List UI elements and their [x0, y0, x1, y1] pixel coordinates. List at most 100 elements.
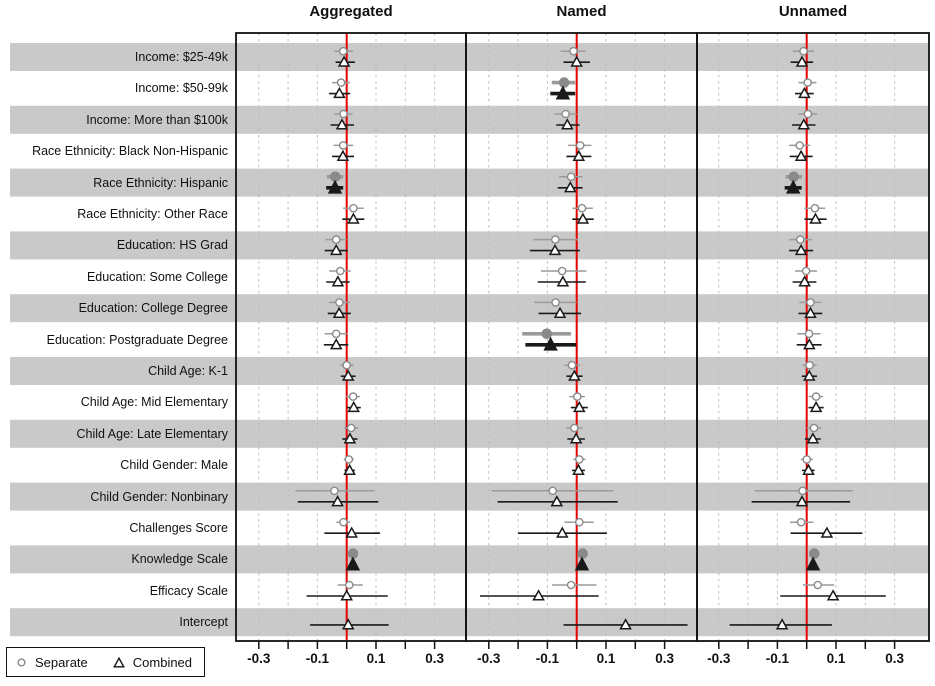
est-combined — [574, 556, 590, 571]
x-tick-label: -0.3 — [707, 651, 731, 666]
row-label: Race Ethnicity: Black Non-Hispanic — [32, 144, 228, 159]
est-separate — [522, 328, 572, 340]
est-separate — [336, 517, 351, 527]
est-separate — [332, 78, 351, 87]
row-band — [10, 43, 929, 71]
est-combined — [525, 336, 577, 351]
est-combined — [804, 432, 821, 444]
est-combined — [572, 463, 585, 475]
row-label: Child Age: K-1 — [148, 364, 228, 378]
x-tick-label: 0.3 — [885, 651, 904, 666]
row-band — [10, 482, 929, 511]
est-combined — [342, 212, 365, 224]
est-separate — [534, 298, 577, 307]
row-label: Child Gender: Nonbinary — [90, 489, 228, 504]
est-separate — [800, 455, 813, 464]
separate-circle-icon — [17, 657, 26, 667]
est-separate — [785, 171, 802, 183]
x-tick-label: 0.3 — [425, 651, 444, 666]
row-label: Challenges Score — [129, 521, 228, 535]
est-combined — [310, 618, 389, 630]
est-combined — [537, 275, 586, 287]
est-separate — [577, 548, 588, 559]
est-separate — [795, 266, 817, 276]
est-separate — [789, 235, 812, 244]
est-combined — [326, 275, 350, 287]
est-separate — [491, 486, 614, 496]
est-combined — [567, 432, 585, 444]
est-combined — [538, 306, 582, 318]
est-combined — [804, 212, 827, 224]
est-combined — [780, 589, 886, 601]
est-separate — [790, 517, 814, 527]
row-label: Intercept — [179, 615, 228, 630]
est-combined — [798, 306, 823, 318]
est-combined — [326, 179, 344, 194]
est-separate — [802, 580, 835, 590]
est-separate — [566, 423, 583, 433]
est-combined — [330, 118, 354, 130]
est-separate — [329, 266, 351, 276]
row-band — [10, 419, 929, 448]
est-separate — [343, 455, 354, 464]
est-combined — [729, 618, 832, 630]
x-tick-label: 0.1 — [366, 651, 386, 666]
panel-title-aggregated: Aggregated — [309, 3, 393, 20]
est-separate — [337, 580, 363, 590]
x-tick-label: -0.1 — [765, 651, 790, 666]
est-combined — [327, 306, 351, 318]
est-combined — [796, 338, 822, 350]
est-combined — [570, 400, 588, 413]
est-combined — [345, 556, 361, 571]
est-combined — [297, 495, 379, 507]
row-label: Efficacy Scale — [149, 583, 228, 598]
x-tick-label: -0.3 — [477, 651, 501, 666]
est-separate — [343, 423, 359, 433]
est-combined — [563, 55, 590, 67]
row-label: Knowledge Scale — [131, 552, 228, 567]
est-combined — [789, 243, 814, 256]
est-separate — [334, 46, 354, 56]
panel-border — [696, 32, 930, 642]
est-separate — [806, 423, 822, 433]
est-combined — [805, 556, 821, 571]
est-combined — [346, 400, 361, 413]
est-separate — [809, 548, 820, 559]
row-label: Income: $25-49k — [134, 50, 228, 64]
est-combined — [784, 179, 802, 194]
est-combined — [329, 86, 351, 99]
row-band — [10, 168, 929, 197]
est-combined — [497, 495, 618, 507]
est-combined — [802, 463, 815, 475]
row-label: Education: Postgraduate Degree — [46, 332, 228, 347]
est-separate — [554, 109, 577, 119]
row-label: Child Age: Late Elementary — [76, 426, 228, 441]
est-separate — [560, 46, 586, 56]
est-combined — [801, 369, 817, 381]
est-separate — [799, 298, 822, 307]
est-separate — [295, 486, 375, 496]
est-separate — [802, 360, 817, 370]
row-label: Education: Some College — [86, 269, 228, 284]
legend: Separate Combined — [6, 647, 206, 677]
est-separate — [567, 141, 592, 150]
est-separate — [533, 235, 579, 244]
row-label: Education: College Degree — [78, 301, 228, 316]
est-separate — [797, 329, 821, 339]
est-combined — [306, 589, 388, 601]
est-combined — [566, 149, 592, 161]
est-combined — [556, 118, 580, 130]
est-separate — [347, 548, 359, 559]
est-separate — [798, 109, 818, 119]
legend-combined-label: Combined — [132, 654, 193, 670]
est-combined — [340, 369, 356, 381]
x-tick-label: -0.3 — [247, 651, 271, 666]
est-combined — [563, 618, 688, 630]
row-label: Race Ethnicity: Hispanic — [93, 175, 228, 190]
est-combined — [808, 400, 824, 413]
x-tick-label: -0.1 — [305, 651, 330, 666]
est-separate — [792, 46, 814, 56]
est-combined — [323, 338, 349, 350]
